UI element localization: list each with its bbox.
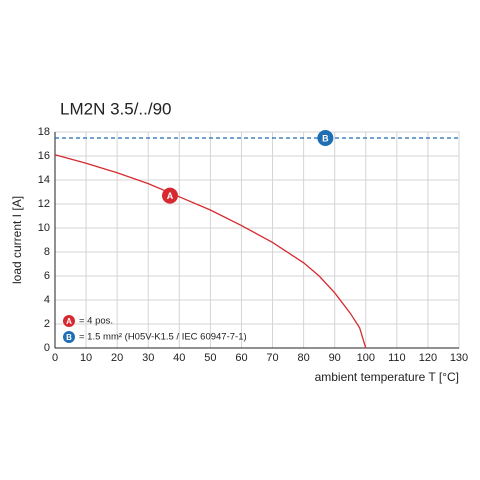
y-tick-label: 8: [44, 246, 50, 258]
marker-letter: B: [322, 133, 329, 143]
y-tick-label: 6: [44, 270, 50, 282]
y-tick-label: 12: [38, 198, 50, 210]
legend-label: = 1.5 mm² (H05V-K1.5 / IEC 60947-7-1): [79, 332, 247, 343]
x-tick-label: 80: [297, 352, 309, 364]
legend-marker: [63, 315, 75, 327]
legend-marker: [63, 331, 75, 343]
y-tick-label: 0: [44, 342, 50, 354]
series-marker: [161, 187, 178, 204]
x-tick-label: 50: [204, 352, 216, 364]
y-tick-label: 18: [38, 126, 50, 138]
y-tick-label: 2: [44, 318, 50, 330]
series-line: [54, 154, 367, 349]
legend-letter: B: [66, 333, 72, 342]
x-tick-label: 90: [329, 352, 341, 364]
x-tick-label: 60: [235, 352, 247, 364]
x-tick-label: 40: [173, 352, 185, 364]
y-tick-label: 16: [38, 150, 50, 162]
marker-letter: A: [167, 191, 174, 201]
x-tick-label: 130: [450, 352, 468, 364]
x-tick-label: 100: [357, 352, 375, 364]
y-axis-label: load current I [A]: [10, 196, 24, 284]
y-tick-label: 10: [38, 222, 50, 234]
x-tick-label: 10: [80, 352, 92, 364]
y-tick-label: 4: [44, 294, 50, 306]
x-tick-label: 30: [142, 352, 154, 364]
plot-area: [54, 131, 460, 349]
chart-title: LM2N 3.5/../90: [60, 99, 172, 118]
x-axis-label: ambient temperature T [°C]: [315, 370, 459, 384]
y-tick-label: 14: [38, 174, 50, 186]
x-tick-label: 0: [52, 352, 58, 364]
x-tick-label: 70: [266, 352, 278, 364]
legend-label: = 4 pos.: [79, 316, 113, 327]
x-tick-label: 110: [388, 352, 406, 364]
series-marker: [317, 130, 334, 146]
x-tick-label: 120: [419, 352, 437, 364]
legend-letter: A: [66, 317, 72, 326]
x-tick-label: 20: [111, 352, 123, 364]
